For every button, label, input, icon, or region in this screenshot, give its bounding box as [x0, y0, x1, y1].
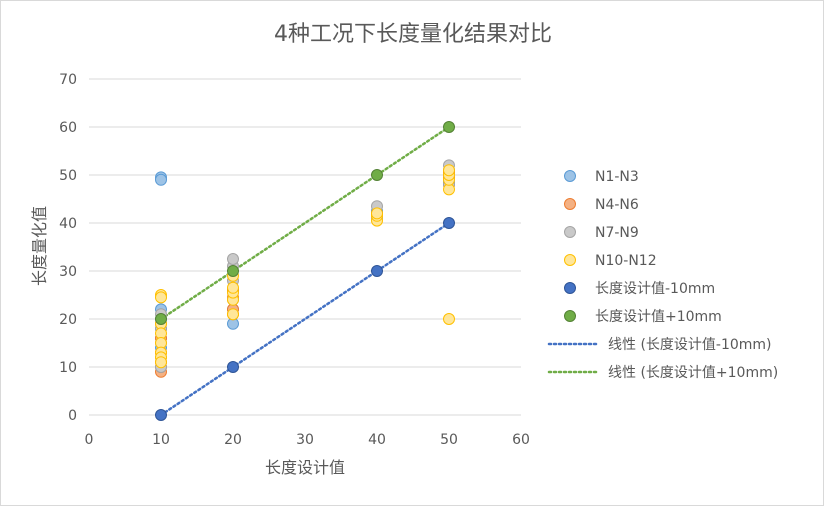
legend-marker: [564, 198, 576, 210]
data-point: [443, 121, 455, 133]
y-tick-label: 10: [59, 360, 77, 376]
y-tick-label: 70: [59, 72, 77, 88]
y-tick-label: 30: [59, 264, 77, 280]
data-point: [155, 356, 167, 369]
y-tick-label: 50: [59, 168, 77, 184]
data-point: [227, 308, 239, 321]
data-point: [371, 169, 383, 181]
y-tick-label: 40: [59, 216, 77, 232]
legend-marker: [564, 310, 576, 322]
trendlines: [159, 125, 451, 417]
chart-title: 4种工况下长度量化结果对比: [274, 22, 552, 47]
legend-label: 线性 (长度设计值+10mm): [608, 365, 778, 381]
legend-label: N7-N9: [595, 225, 639, 241]
data-point: [371, 207, 383, 220]
x-tick-label: 10: [152, 432, 170, 448]
data-point: [155, 173, 167, 186]
legend-label: 长度设计值-10mm: [595, 281, 715, 297]
legend-label: 线性 (长度设计值-10mm): [608, 337, 772, 353]
trendline: [159, 125, 451, 321]
data-point: [227, 281, 239, 294]
x-tick-label: 20: [224, 432, 242, 448]
trendline: [159, 221, 451, 417]
legend-marker: [564, 282, 576, 294]
y-axis-label: 长度量化值: [30, 206, 49, 286]
grid-lines: [89, 78, 521, 416]
y-tick-label: 60: [59, 120, 77, 136]
legend-marker: [564, 226, 576, 238]
y-tick-labels: 0 10 20 30 40 50 60 70: [59, 72, 77, 424]
legend-marker: [564, 254, 576, 266]
legend-label: N1-N3: [595, 169, 639, 185]
legend-label: N4-N6: [595, 197, 639, 213]
x-tick-label: 40: [368, 432, 386, 448]
data-point: [443, 313, 455, 325]
data-point: [155, 409, 167, 421]
data-point: [227, 361, 239, 373]
data-point: [443, 217, 455, 229]
data-points: [155, 121, 455, 421]
legend-label: 长度设计值+10mm: [595, 309, 722, 325]
data-point: [155, 313, 167, 325]
x-axis-label: 长度设计值: [265, 458, 345, 477]
x-tick-label: 0: [85, 432, 94, 448]
x-tick-label: 50: [440, 432, 458, 448]
data-point: [371, 265, 383, 277]
data-point: [227, 253, 239, 265]
data-point: [227, 265, 239, 277]
y-tick-label: 0: [68, 408, 77, 424]
legend: N1-N3 N4-N6 N7-N9 N10-N12 长度设计值-10mm 长度设计值+10…: [547, 169, 778, 381]
legend-marker: [564, 170, 576, 182]
x-tick-label: 30: [296, 432, 314, 448]
data-point: [443, 164, 455, 177]
legend-label: N10-N12: [595, 253, 657, 269]
x-tick-labels: 0 10 20 30 40 50 60: [85, 432, 530, 448]
y-tick-label: 20: [59, 312, 77, 328]
data-point: [155, 291, 167, 304]
x-tick-label: 60: [512, 432, 530, 448]
